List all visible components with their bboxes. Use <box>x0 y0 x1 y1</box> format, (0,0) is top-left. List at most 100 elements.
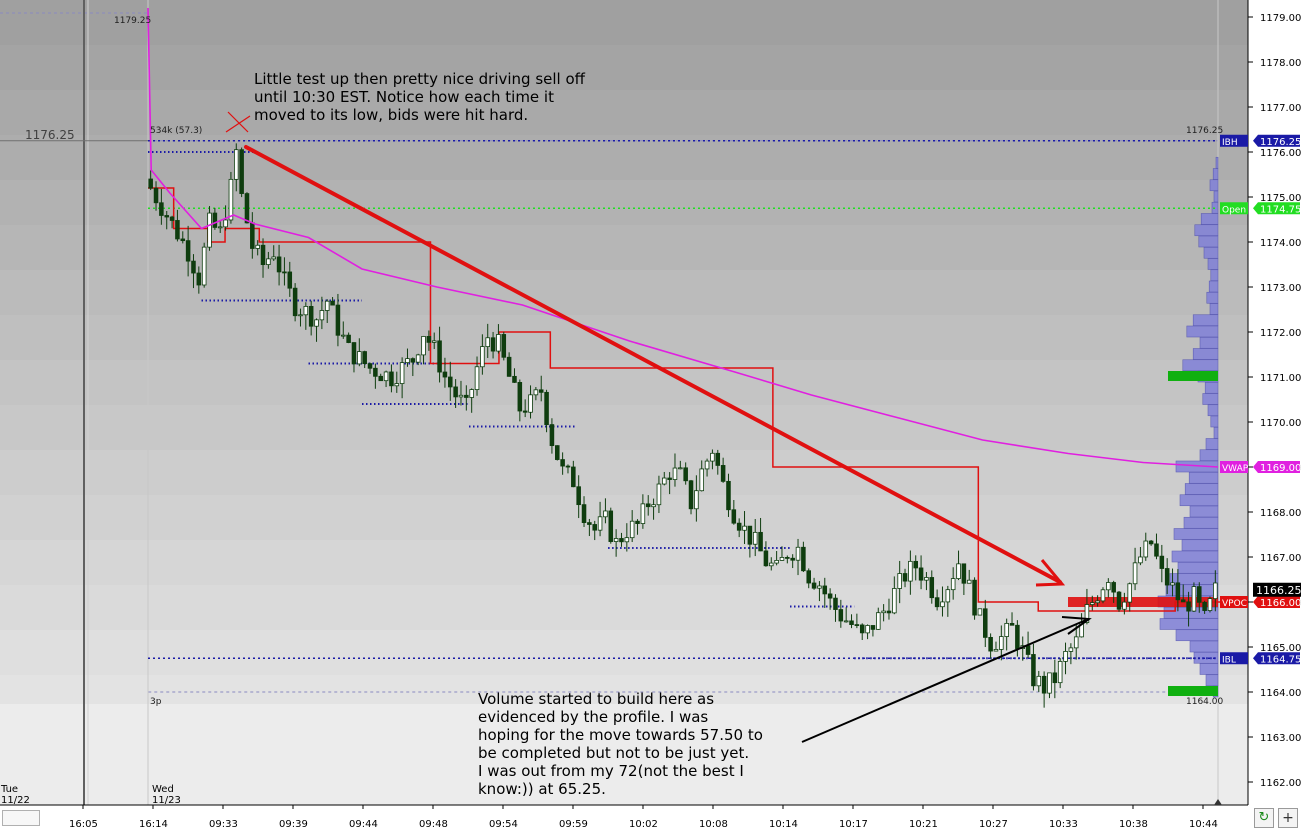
level-tag-label: VPOC <box>1222 599 1247 609</box>
candle <box>1063 651 1068 662</box>
candle <box>234 149 239 180</box>
level-price-label: 1176.25 <box>1260 137 1301 148</box>
candle <box>993 649 999 652</box>
candle <box>1100 589 1106 602</box>
x-tick-label: 09:33 <box>209 819 238 830</box>
y-tick-label: 1163.00 <box>1260 733 1301 744</box>
y-axis-bg <box>1248 0 1301 805</box>
candle <box>945 589 951 603</box>
candle <box>260 244 266 265</box>
candle <box>469 389 474 398</box>
profile-bar <box>1199 449 1219 462</box>
profile-bar <box>1210 415 1219 428</box>
candle <box>918 567 924 581</box>
candle <box>838 609 844 622</box>
candle <box>164 215 169 218</box>
candle <box>1132 562 1138 585</box>
y-tick-label: 1171.00 <box>1260 373 1301 384</box>
candle <box>341 334 346 337</box>
candle <box>1207 598 1213 611</box>
candle <box>940 601 945 608</box>
candle <box>651 504 656 508</box>
session-label-bottom-left: 3p <box>150 697 162 707</box>
y-tick-label: 1162.00 <box>1260 778 1301 789</box>
candle <box>892 588 897 614</box>
y-tick-label: 1164.00 <box>1260 688 1301 699</box>
x-tick-label: 16:14 <box>139 819 168 830</box>
candle <box>1213 582 1218 600</box>
candle <box>191 260 196 274</box>
candle <box>175 220 180 240</box>
y-tick-label: 1167.00 <box>1260 553 1301 564</box>
crosshair-price: 1176.25 <box>25 128 75 142</box>
candle <box>522 410 528 413</box>
candle <box>785 557 790 559</box>
candle <box>897 573 902 589</box>
profile-bar <box>1213 190 1219 203</box>
y-tick-label: 1172.00 <box>1260 328 1301 339</box>
level-tag-open <box>1220 202 1248 215</box>
x-tick-label: 10:33 <box>1049 819 1078 830</box>
candle <box>212 212 218 228</box>
candle <box>426 336 432 343</box>
candle <box>924 577 929 581</box>
candle <box>453 386 458 398</box>
candle <box>1084 604 1090 623</box>
candle <box>373 367 378 377</box>
session-label-bottom-right: 1164.00 <box>1186 697 1223 707</box>
x-tick-label: 09:44 <box>349 819 378 830</box>
x-tick-label: 10:27 <box>979 819 1008 830</box>
x-mark-line <box>225 115 251 133</box>
candle <box>827 593 833 599</box>
candle <box>1164 568 1170 586</box>
x-tick-label: 10:21 <box>909 819 938 830</box>
x-tick-label: 10:38 <box>1119 819 1148 830</box>
candle <box>635 520 640 524</box>
candle <box>592 524 597 531</box>
candle <box>1106 582 1111 591</box>
candle <box>485 337 490 348</box>
candle <box>351 342 357 365</box>
profile-bar <box>1205 438 1219 450</box>
profile-bar <box>1210 269 1219 282</box>
level-tag-ibl <box>1220 652 1248 665</box>
y-tick-label: 1173.00 <box>1260 283 1301 294</box>
add-button[interactable]: + <box>1278 808 1298 828</box>
candle <box>699 468 704 492</box>
x-tick-label: 10:14 <box>769 819 798 830</box>
level-tag-label: Open <box>1222 205 1246 215</box>
level-price-tag <box>1253 652 1300 665</box>
profile-bar <box>1215 156 1219 169</box>
x-axis-marker <box>1214 799 1222 805</box>
date-label: 11/22 <box>1 795 30 806</box>
scroll-handle[interactable] <box>2 810 40 826</box>
candle <box>244 193 250 224</box>
candle <box>1047 672 1052 694</box>
candle <box>624 537 630 543</box>
refresh-button[interactable]: ↻ <box>1254 808 1274 828</box>
candle <box>913 560 918 569</box>
candle <box>458 394 464 398</box>
candle <box>881 610 886 614</box>
candle <box>720 465 726 482</box>
candle <box>506 356 512 377</box>
y-tick-label: 1179.00 <box>1260 13 1301 24</box>
candle <box>148 178 153 189</box>
candle <box>474 366 480 390</box>
candle <box>1148 540 1154 545</box>
candle <box>1191 586 1197 612</box>
candle <box>207 212 212 248</box>
y-tick-label: 1170.00 <box>1260 418 1301 429</box>
x-tick-label: 09:59 <box>559 819 588 830</box>
x-axis-bg <box>0 805 1248 832</box>
background-band <box>0 0 1248 45</box>
background-bands <box>0 0 1248 805</box>
candle <box>250 222 255 249</box>
candle <box>704 460 710 470</box>
x-tick-label: 10:02 <box>629 819 658 830</box>
level-tag-label: IBL <box>1222 655 1236 665</box>
level-price-tag <box>1253 596 1300 608</box>
candle <box>1031 654 1036 687</box>
candle <box>726 480 731 511</box>
